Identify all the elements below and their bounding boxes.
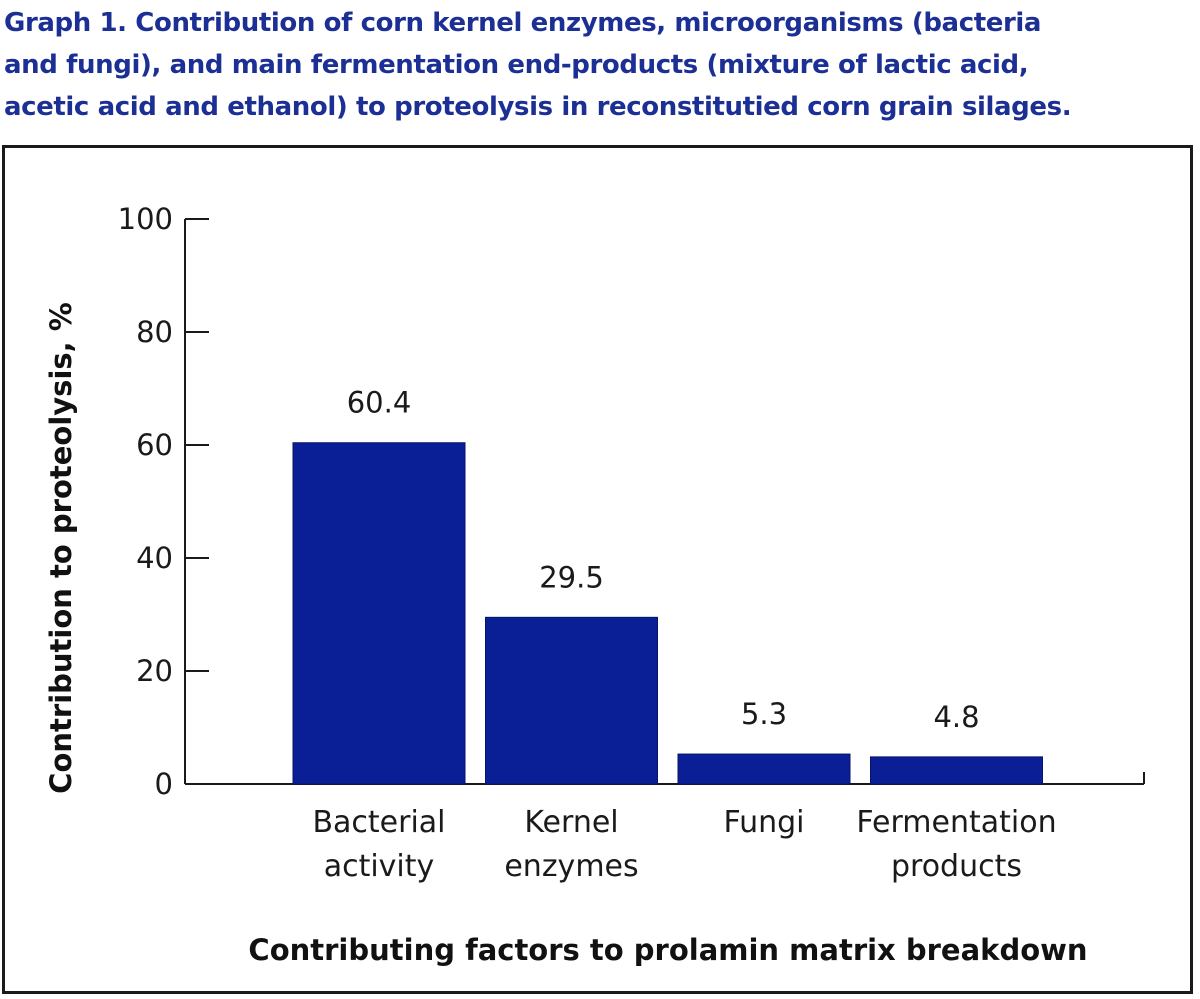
- bar-value-label: 60.4: [347, 386, 412, 420]
- x-category-label: Fermentation: [856, 805, 1056, 840]
- y-tick-label: 0: [155, 767, 173, 801]
- x-category-label: enzymes: [504, 849, 638, 884]
- y-tick-label: 60: [136, 428, 173, 462]
- bar: [870, 756, 1043, 785]
- bar-value-label: 29.5: [539, 560, 604, 594]
- bar: [485, 616, 658, 785]
- x-category-label: Kernel: [524, 805, 618, 840]
- y-tick-label: 80: [136, 315, 173, 349]
- y-tick-label: 40: [136, 541, 173, 575]
- x-category-label: Bacterial: [312, 805, 445, 840]
- x-category-label: products: [891, 849, 1022, 884]
- bar: [677, 753, 851, 785]
- chart-title: Graph 1. Contribution of corn kernel enz…: [4, 2, 1198, 128]
- chart-title-line: and fungi), and main fermentation end-pr…: [4, 50, 1029, 80]
- chart-title-line: acetic acid and ethanol) to proteolysis …: [4, 92, 1072, 122]
- x-category-label: activity: [324, 849, 435, 884]
- chart-title-line: Graph 1. Contribution of corn kernel enz…: [4, 8, 1042, 38]
- x-category-label: Fungi: [723, 805, 804, 840]
- bar-chart: 0 20 40 60 80 100 60.4 Bacterial activity 29.5 Ker…: [44, 202, 1145, 967]
- bar: [292, 442, 466, 785]
- y-tick-label: 100: [118, 202, 173, 236]
- y-tick-label: 20: [136, 654, 173, 688]
- y-axis-title: Contribution to proteolysis, %: [44, 302, 78, 794]
- bar-value-label: 4.8: [933, 700, 979, 734]
- bar-value-label: 5.3: [741, 697, 787, 731]
- chart-frame: 0 20 40 60 80 100 60.4 Bacterial activity 29.5 Ker…: [2, 145, 1193, 994]
- x-axis-title: Contributing factors to prolamin matrix …: [248, 933, 1087, 967]
